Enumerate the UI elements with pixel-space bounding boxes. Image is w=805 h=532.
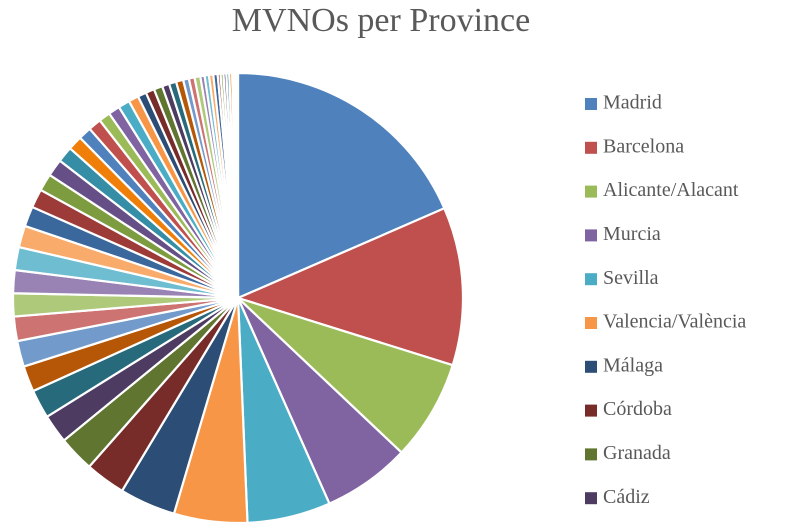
- legend-swatch: [585, 273, 597, 286]
- legend-label: Barcelona: [603, 135, 684, 157]
- legend-label: Valencia/València: [603, 311, 746, 333]
- pie-slice: [235, 71, 240, 299]
- legend-label: Granada: [603, 442, 671, 464]
- legend-label: Sevilla: [603, 267, 659, 289]
- legend-swatch: [585, 98, 597, 110]
- pie-slice: [236, 71, 446, 300]
- legend-label: Alicante/Alacant: [603, 179, 739, 201]
- legend-label: Córdoba: [603, 398, 672, 420]
- legend-label: Málaga: [603, 354, 663, 376]
- pie-slice: [237, 296, 455, 455]
- pie-slice: [234, 206, 465, 367]
- legend-swatch: [585, 404, 597, 417]
- legend-swatch: [585, 185, 597, 198]
- legend-swatch: [585, 448, 597, 461]
- legend-swatch: [585, 229, 597, 242]
- legend-label: Cádiz: [603, 486, 650, 508]
- legend-swatch: [585, 492, 597, 505]
- legend-swatch: [585, 360, 597, 373]
- legend-label: Murcia: [603, 223, 661, 245]
- legend-label: Madrid: [603, 92, 662, 114]
- chart-title: MVNOs per Province: [232, 2, 530, 39]
- legend-swatch: [585, 141, 597, 154]
- legend-swatch: [585, 317, 597, 329]
